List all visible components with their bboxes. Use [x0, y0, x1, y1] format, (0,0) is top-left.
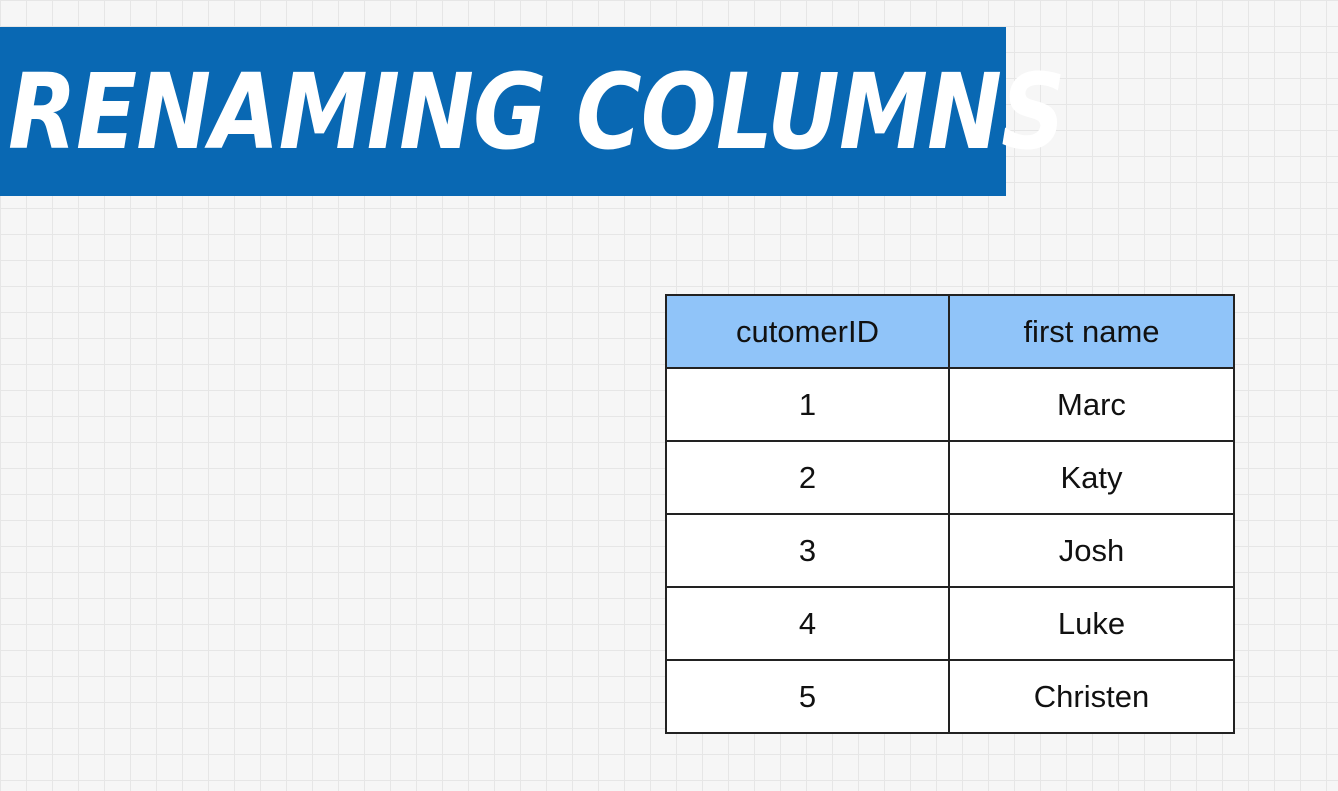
table-row: 1 Marc	[665, 367, 1235, 442]
table-cell-first-name: Christen	[948, 659, 1235, 734]
table-cell-id: 2	[665, 440, 950, 515]
table-header-row: cutomerID first name	[665, 294, 1235, 369]
table-cell-first-name: Luke	[948, 586, 1235, 661]
table-cell-id: 3	[665, 513, 950, 588]
page-title: Renaming Columns	[8, 50, 1066, 173]
table-cell-first-name: Katy	[948, 440, 1235, 515]
customers-table: cutomerID first name 1 Marc 2 Katy 3 Jos…	[665, 294, 1235, 734]
table-row: 3 Josh	[665, 513, 1235, 588]
column-header-customer-id: cutomerID	[665, 294, 950, 369]
table-cell-first-name: Marc	[948, 367, 1235, 442]
title-banner: Renaming Columns	[0, 27, 1066, 196]
table-cell-id: 5	[665, 659, 950, 734]
table-row: 5 Christen	[665, 659, 1235, 734]
table-cell-first-name: Josh	[948, 513, 1235, 588]
table-cell-id: 4	[665, 586, 950, 661]
column-header-first-name: first name	[948, 294, 1235, 369]
table-cell-id: 1	[665, 367, 950, 442]
table-row: 2 Katy	[665, 440, 1235, 515]
table-row: 4 Luke	[665, 586, 1235, 661]
